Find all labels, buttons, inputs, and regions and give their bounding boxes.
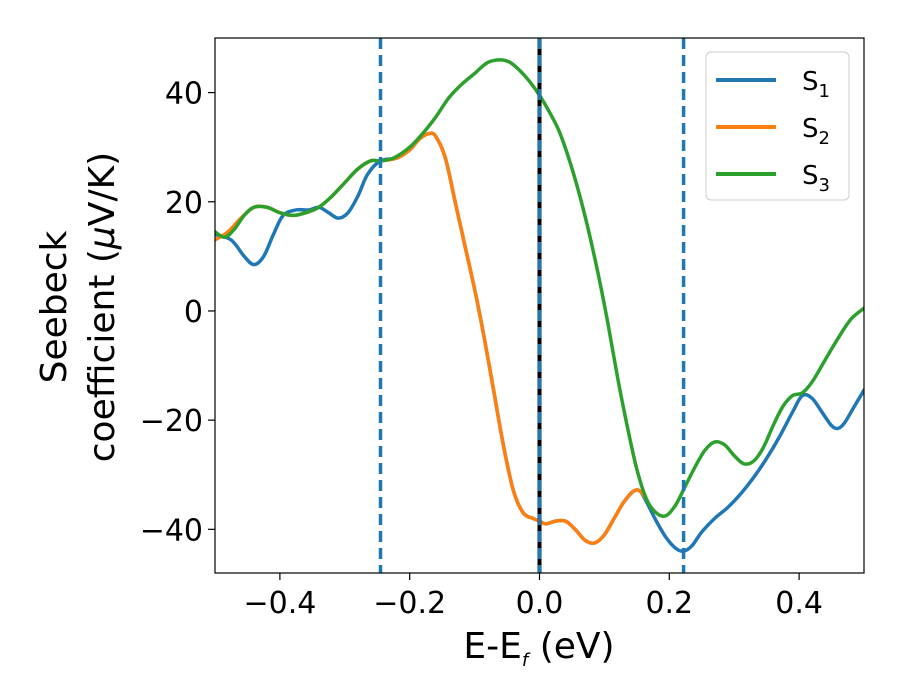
y-tick-label: −40: [140, 513, 203, 548]
series-lines: [215, 58, 864, 554]
x-tick-label: 0.0: [516, 586, 564, 621]
series-line-s2: [215, 131, 649, 545]
y-tick-label: 0: [184, 295, 203, 330]
x-tick-label: −0.4: [243, 586, 316, 621]
legend: S1 S2 S3: [705, 51, 850, 201]
legend-label-s1: S1: [802, 67, 830, 102]
y-tick-label: 20: [165, 186, 203, 221]
y-tick-label: −20: [140, 404, 203, 439]
y-axis-title: Seebeck coefficient (μV/K): [34, 152, 123, 462]
legend-box: [705, 51, 850, 201]
x-axis-title: E-Ef (eV): [463, 626, 614, 671]
x-axis-ticks: −0.4 −0.2 0.0 0.2 0.4: [243, 573, 823, 621]
x-tick-label: −0.2: [373, 586, 446, 621]
legend-label-s2: S2: [802, 114, 830, 149]
y-axis-title-line2: coefficient (μV/K): [82, 152, 123, 462]
x-tick-label: 0.2: [645, 586, 693, 621]
legend-label-s3: S3: [802, 161, 830, 196]
x-tick-label: 0.4: [775, 586, 823, 621]
y-axis-ticks: 40 20 0 −20 −40: [140, 77, 215, 548]
reference-lines: [378, 38, 686, 573]
y-tick-label: 40: [165, 77, 203, 112]
series-line-s3: [215, 58, 864, 518]
y-axis-title-line1: Seebeck: [34, 230, 75, 383]
